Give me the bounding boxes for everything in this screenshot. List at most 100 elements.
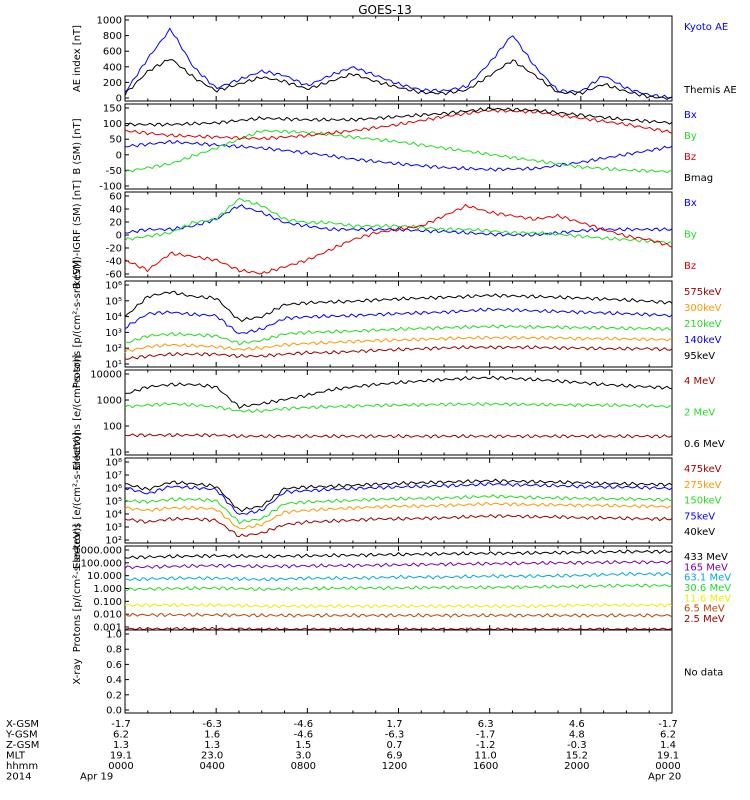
legend-entry: Bz xyxy=(684,152,696,163)
legend-entry: By xyxy=(684,131,697,142)
orbit-value: 11.0 xyxy=(475,751,497,762)
series-line-Themis-AE xyxy=(124,59,673,100)
series-line-40keV xyxy=(124,478,673,513)
orbit-value: -6.3 xyxy=(202,719,222,730)
orbit-value: -1.7 xyxy=(658,719,678,730)
legend-entry: 2 MeV xyxy=(684,408,715,419)
y-tick-label: -60 xyxy=(106,270,122,281)
y-axis-label: B (SM)-IGRF (SM) [nT] xyxy=(72,180,83,289)
legend-entry: 210keV xyxy=(684,319,722,330)
orbit-value: 3.0 xyxy=(295,751,311,762)
orbit-value: 6.3 xyxy=(478,719,494,730)
legend-entry: 0.6 MeV xyxy=(684,439,725,450)
orbit-value: 1.6 xyxy=(204,730,220,741)
orbit-value: 0000 xyxy=(655,761,680,772)
y-tick-label: -40 xyxy=(106,257,122,268)
y-tick-label: 0.010 xyxy=(93,610,122,621)
orbit-value: 0400 xyxy=(199,761,224,772)
orbit-value: 1.5 xyxy=(295,740,311,751)
panel-2: 60 40 20 0 -20 -40 -60 B (SM)-IGRF (SM) [nT] Bx B… xyxy=(72,180,697,289)
legend-entry: 275keV xyxy=(684,480,722,491)
y-axis-label: Protons [p/(cm²-s-sr-keV)] xyxy=(72,524,83,652)
y-tick-label: 10⁵ xyxy=(105,497,122,508)
y-tick-label: 10¹ xyxy=(105,360,122,371)
orbit-value: 2000 xyxy=(564,761,589,772)
y-tick-label: 10³ xyxy=(105,523,122,534)
legend-entry: 150keV xyxy=(684,496,722,507)
orbit-value: 23.0 xyxy=(201,751,223,762)
orbit-value: 1.4 xyxy=(660,740,676,751)
orbit-value: 1600 xyxy=(473,761,498,772)
series-line-210keV xyxy=(124,324,673,346)
series-line-4-MeV xyxy=(124,432,673,439)
series-line-2.5-MeV xyxy=(124,626,673,631)
series-line-Kyoto-AE xyxy=(124,27,673,99)
y-tick-label: 10³ xyxy=(105,328,122,339)
series-line-75keV xyxy=(124,481,673,515)
legend-entry: Bx xyxy=(684,198,697,209)
y-tick-label: 100.000 xyxy=(81,558,122,569)
y-axis-label: Electrons [e/(cm²-s-sr-keV)] xyxy=(72,432,83,569)
legend-entry: 6.5 MeV xyxy=(684,604,725,615)
y-tick-label: 1000 xyxy=(97,396,122,407)
y-tick-label: 0 xyxy=(116,150,122,161)
y-tick-label: 1000 xyxy=(97,16,122,27)
y-tick-label: 0.4 xyxy=(106,675,122,686)
orbit-value: -4.6 xyxy=(294,730,314,741)
legend-entry: 95keV xyxy=(684,351,715,362)
legend-entry: Kyoto AE xyxy=(684,22,728,33)
y-tick-label: 100 xyxy=(103,119,122,130)
series-line-Bx xyxy=(124,204,673,237)
y-tick-label: 10⁶ xyxy=(105,484,122,495)
series-line-0.6-MeV xyxy=(124,375,673,410)
no-data-note: No data xyxy=(684,668,723,679)
orbit-row-label: Y-GSM xyxy=(5,730,38,741)
y-tick-label: 10⁴ xyxy=(105,510,122,521)
y-tick-label: 60 xyxy=(109,192,122,203)
legend-entry: 300keV xyxy=(684,303,722,314)
legend-entry: Themis AE xyxy=(683,85,737,96)
orbit-value: 0.7 xyxy=(387,740,403,751)
legend-entry: Bmag xyxy=(684,173,713,184)
orbit-value: 19.1 xyxy=(110,751,132,762)
series-line-475keV xyxy=(124,513,673,538)
orbit-value: 15.2 xyxy=(566,751,588,762)
y-tick-label: 10000 xyxy=(90,370,122,381)
y-tick-label: -100 xyxy=(99,182,122,193)
y-tick-label: 0.8 xyxy=(106,645,122,656)
orbit-table: X-GSM -1.7 -6.3 -4.6 1.7 6.3 4.6 -1.7Y-GSM 6.2 1.… xyxy=(5,719,681,783)
y-tick-label: 40 xyxy=(109,205,122,216)
figure-title: GOES-13 xyxy=(358,3,412,17)
legend-entry: 575keV xyxy=(684,287,722,298)
y-tick-label: 20 xyxy=(109,218,122,229)
series-line-575keV xyxy=(124,345,673,360)
series-line-By xyxy=(124,197,673,245)
panel-3: 10⁶ 10⁵ 10⁴ 10³ 10² 10¹ Protons [p/(cm²-s-sr-k… xyxy=(72,260,722,388)
orbit-value: 4.8 xyxy=(569,730,585,741)
panel-1: 150 100 50 0 -50 -100 B (SM) [nT] Bx By Bz Bmag xyxy=(72,103,713,193)
orbit-value: Apr 19 xyxy=(80,772,113,783)
panel-4: 10000 1000 100 10 Electrons [e/(cm²-s-sr)] 4 … xyxy=(72,355,725,471)
panel-7: 1.0 0.8 0.6 0.4 0.2 0.0 X-ray No data xyxy=(72,629,723,717)
orbit-value: 19.1 xyxy=(657,751,679,762)
y-tick-label: 1.0 xyxy=(106,630,122,641)
legend-entry: By xyxy=(684,230,697,241)
y-axis-label: X-ray xyxy=(72,658,83,684)
series-line-140keV xyxy=(124,307,673,335)
y-tick-label: 10⁴ xyxy=(105,312,122,323)
orbit-row-label: 2014 xyxy=(6,772,31,783)
y-tick-label: 150 xyxy=(103,104,122,115)
legend-entry: 75keV xyxy=(684,511,715,522)
series-line-150keV xyxy=(124,494,673,525)
panel-frame xyxy=(124,629,673,714)
legend-entry: 11.6 MeV xyxy=(684,593,731,604)
y-tick-label: 400 xyxy=(103,62,122,73)
series-line-300keV xyxy=(124,335,673,354)
series-line-165-MeV xyxy=(124,560,673,570)
legend-entry: 63.1 MeV xyxy=(684,573,731,584)
y-tick-label: 10 xyxy=(109,448,122,459)
legend-entry: Bx xyxy=(684,110,697,121)
orbit-row-label: MLT xyxy=(6,751,26,762)
y-tick-label: 0.2 xyxy=(106,690,122,701)
